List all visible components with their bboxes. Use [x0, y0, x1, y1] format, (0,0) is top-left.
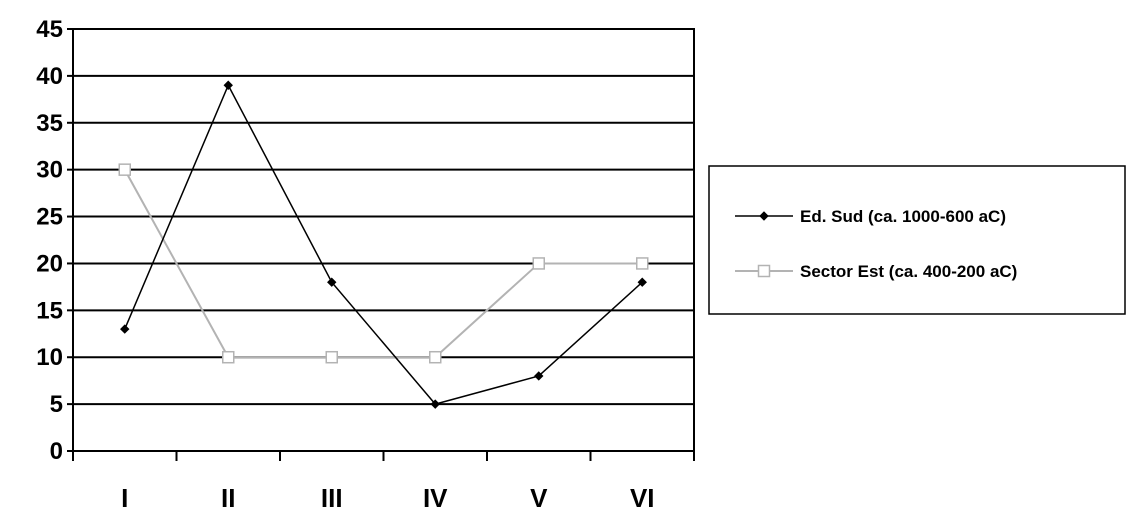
series-0: [120, 80, 647, 409]
y-tick-label: 20: [36, 250, 63, 277]
y-tick-label: 25: [36, 204, 63, 231]
data-point: [636, 257, 649, 270]
legend-label: Ed. Sud (ca. 1000-600 aC): [800, 207, 1006, 226]
data-point: [325, 350, 338, 364]
series-line: [124, 83, 643, 405]
x-tick-label: VI: [630, 483, 655, 512]
x-tick-label: V: [530, 483, 548, 512]
x-tick-label: I: [121, 483, 128, 512]
y-tick-label: 30: [36, 157, 63, 184]
y-tick-label: 35: [36, 110, 63, 137]
y-tick-label: 5: [50, 391, 63, 418]
x-tick-label: II: [221, 483, 235, 512]
y-tick-label: 10: [36, 344, 63, 371]
data-point: [327, 277, 337, 287]
plot-area-border: [72, 28, 695, 452]
data-point: [534, 371, 544, 381]
x-tick-label: III: [321, 483, 343, 512]
data-point: [532, 257, 545, 270]
data-point: [222, 350, 235, 364]
series-layer: [118, 80, 649, 409]
data-point: [120, 324, 130, 334]
y-tick-label: 0: [50, 438, 63, 465]
y-tick-label: 40: [36, 63, 63, 90]
y-tick-label: 15: [36, 297, 63, 324]
x-tick-label: IV: [423, 483, 448, 512]
data-point: [118, 163, 131, 176]
data-point: [759, 211, 769, 221]
legend-label: Sector Est (ca. 400-200 aC): [800, 262, 1017, 281]
data-point: [637, 277, 647, 287]
legend-box: [708, 165, 1126, 315]
axes: [72, 28, 695, 452]
y-axis-ticks: 0 5 10 15 20 25 30 35 40 45: [36, 16, 73, 465]
legend: Ed. Sud (ca. 1000-600 aC) Sector Est (ca.…: [708, 165, 1126, 315]
series-1: [118, 163, 649, 364]
data-point: [430, 399, 440, 409]
data-point: [757, 264, 771, 278]
data-point: [223, 80, 233, 90]
data-point: [429, 350, 442, 364]
x-axis-ticks: I II III IV V VI: [72, 451, 695, 512]
series-line: [123, 169, 643, 359]
y-tick-label: 45: [36, 16, 63, 43]
grid-lines: [73, 28, 694, 406]
